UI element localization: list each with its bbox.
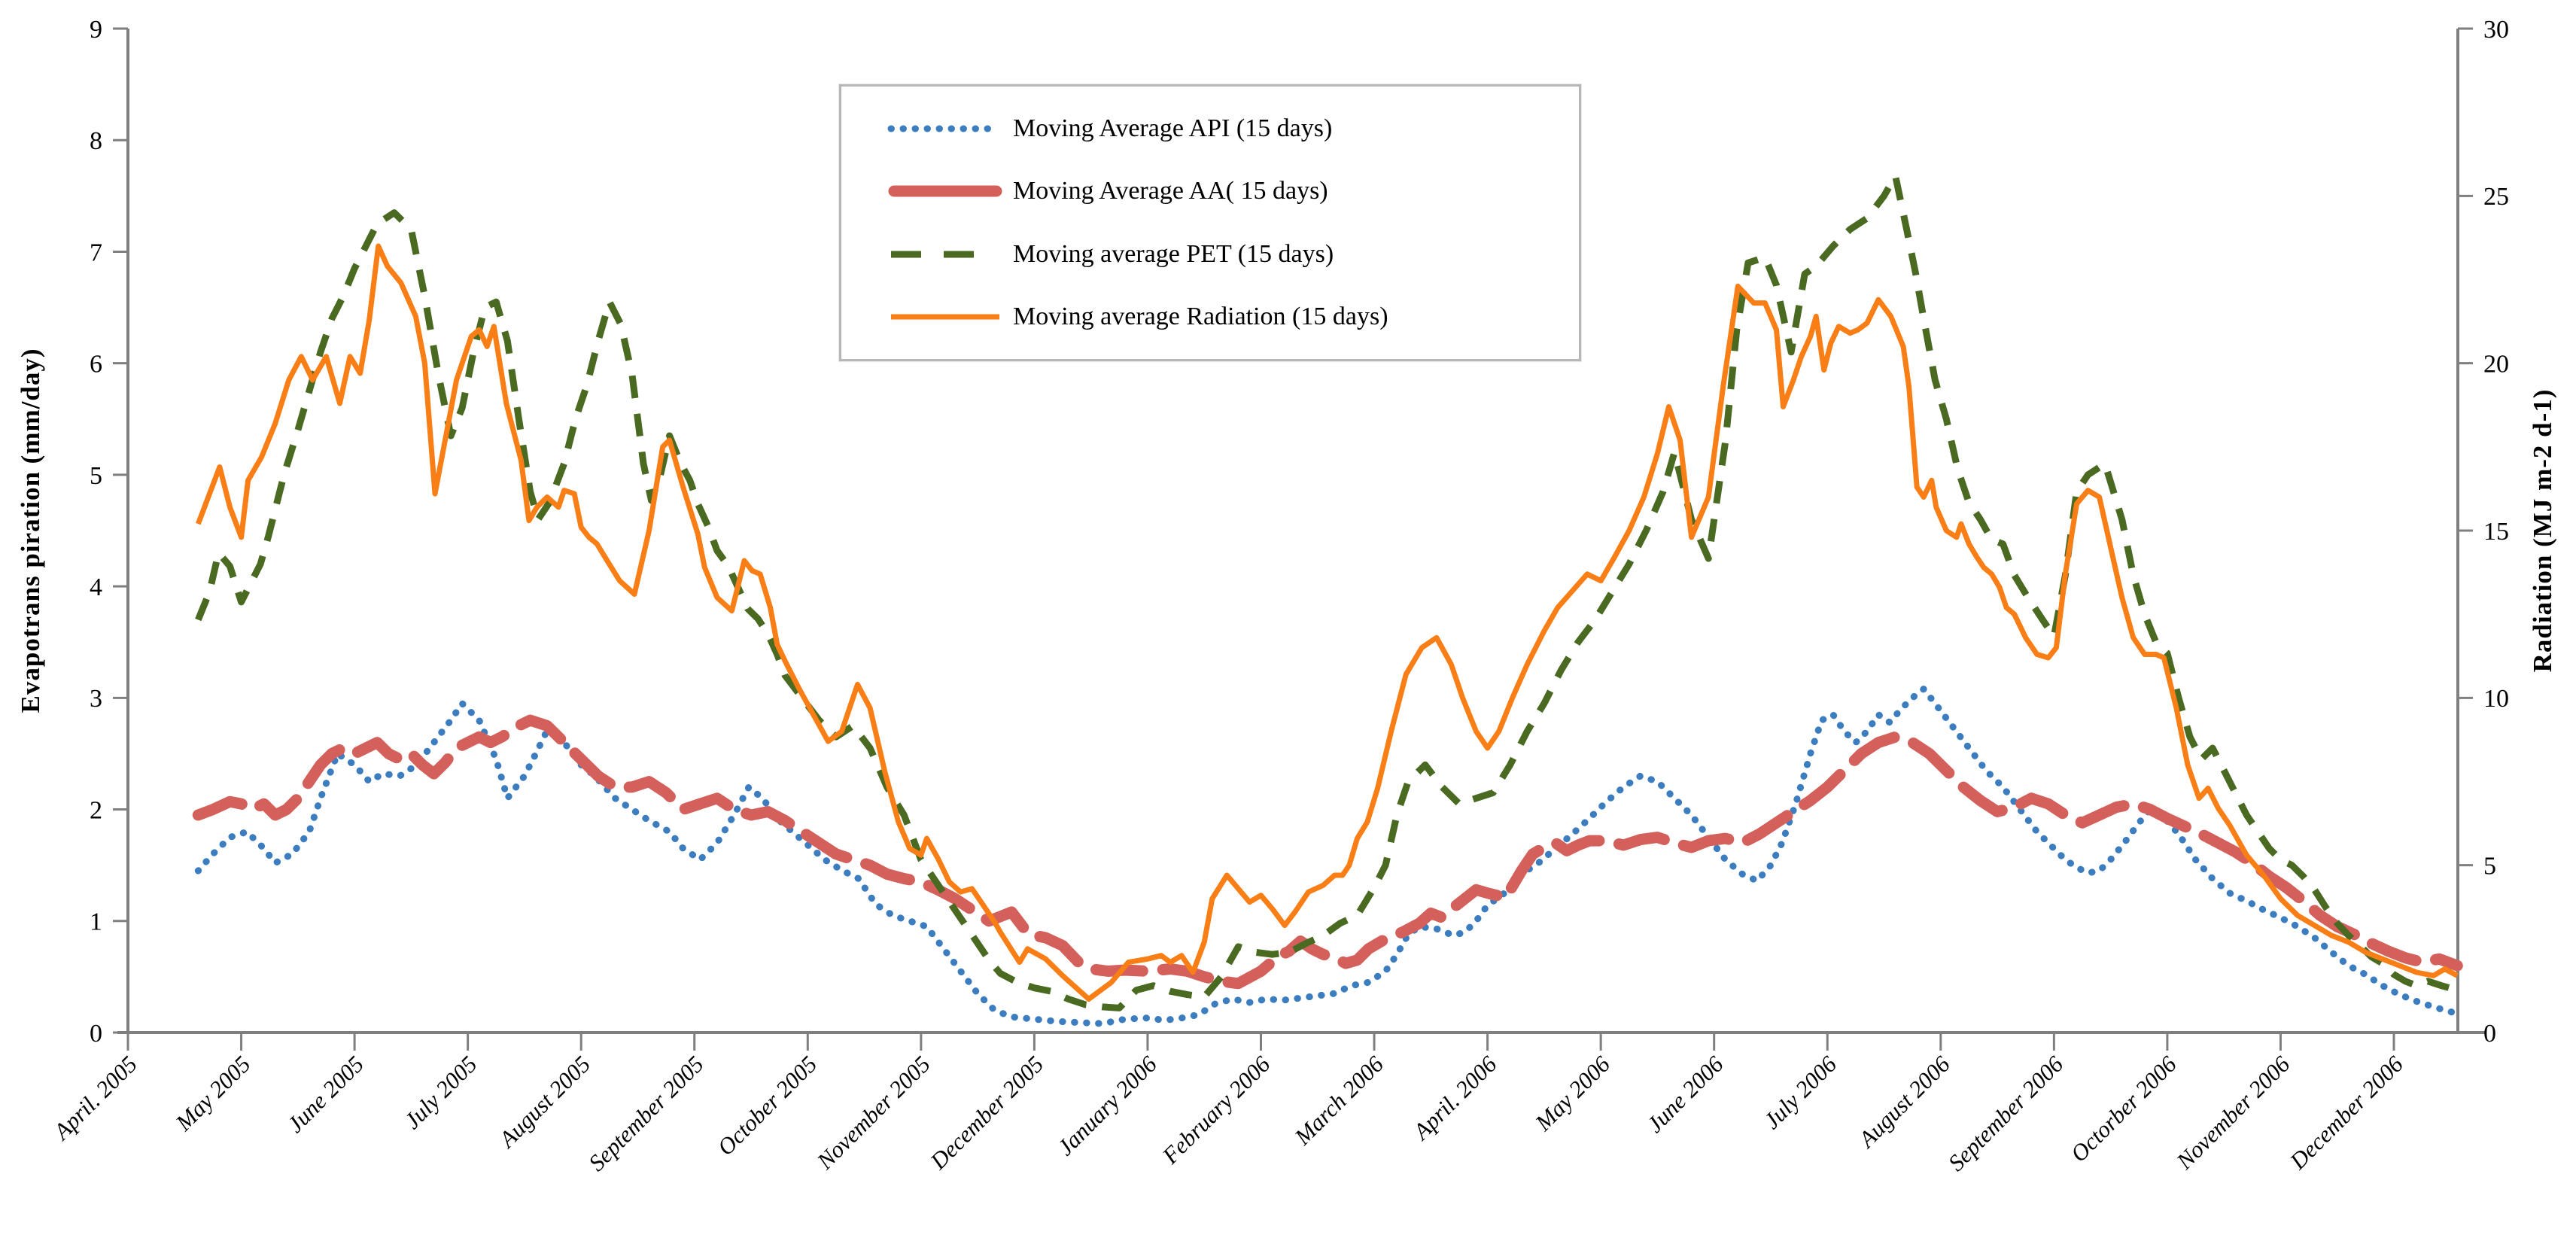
legend-label-api: Moving Average API (15 days) [1013,114,1333,142]
x-tick-label: February 2006 [1157,1051,1276,1170]
series-line-pet [195,172,2459,1011]
legend-label-pet: Moving average PET (15 days) [1013,239,1334,268]
x-tick-label: August 2006 [1852,1051,1955,1154]
y-left-tick-label: 9 [90,16,102,44]
y-right-tick-label: 15 [2483,518,2509,546]
legend-line-thick-icon [888,185,1002,197]
x-tick-label: January 2006 [1052,1051,1162,1160]
y-left-tick-label: 0 [90,1020,102,1048]
x-tick-label: May 2006 [1529,1051,1615,1136]
x-tick-label: December 2006 [2284,1051,2408,1175]
x-tick-label: May 2005 [170,1051,256,1136]
x-tick-label: November 2006 [2171,1051,2295,1175]
y-right-tick-label: 30 [2483,16,2509,44]
x-tick-label: July 2006 [1759,1051,1842,1134]
y-left-tick-label: 7 [90,239,102,266]
y-axis-right-label: Radiation (MJ m-2 d-1) [2528,389,2557,673]
legend-item-radiation: Moving average Radiation (15 days) [885,303,1571,331]
legend-label-radiation: Moving average Radiation (15 days) [1013,303,1388,331]
y-left-tick-label: 8 [90,127,102,155]
x-tick-label: August 2005 [493,1051,595,1153]
y-left-tick-label: 1 [90,908,102,936]
x-tick-label: September 2005 [583,1051,709,1176]
y-left-tick-label: 4 [90,573,102,601]
legend-line-dashed-icon [891,251,983,258]
x-tick-label: November 2005 [811,1051,935,1175]
legend-item-pet: Moving average PET (15 days) [885,240,1571,269]
y-right-tick-label: 20 [2483,351,2509,379]
legend-label-aa: Moving Average AA( 15 days) [1013,177,1328,205]
series-line-radiation [196,243,2459,1002]
y-right-tick-label: 25 [2483,183,2509,211]
legend-line-solid-icon [891,314,999,320]
x-tick-label: September 2006 [1943,1051,2069,1176]
y-left-tick-label: 3 [90,685,102,713]
x-tick-label: Octorber 2006 [2065,1051,2182,1167]
series-line-api [194,686,2461,1027]
legend: Moving Average API (15 days) Moving Aver… [839,84,1581,361]
x-tick-label: June 2006 [1641,1051,1729,1138]
y-right-tick-label: 5 [2483,853,2496,881]
legend-item-api: Moving Average API (15 days) [885,114,1571,143]
x-tick-label: March 2006 [1289,1051,1389,1151]
x-tick-label: April. 2005 [47,1051,142,1145]
legend-item-aa: Moving Average AA( 15 days) [885,177,1571,205]
y-left-tick-label: 5 [90,462,102,490]
y-axis-left-label: Evapotrans piration (mm/day) [16,348,45,713]
y-right-tick-label: 0 [2483,1020,2496,1048]
y-left-tick-label: 2 [90,796,102,824]
y-right-tick-label: 10 [2483,685,2509,713]
x-tick-label: June 2005 [282,1051,369,1137]
x-tick-label: December 2005 [924,1051,1048,1175]
x-tick-label: April. 2006 [1407,1051,1502,1145]
x-tick-label: July 2005 [399,1051,482,1134]
series-group [192,172,2463,1027]
y-left-tick-label: 6 [90,351,102,379]
x-tick-label: October 2005 [712,1051,822,1160]
legend-line-dotted-icon [887,125,1003,132]
